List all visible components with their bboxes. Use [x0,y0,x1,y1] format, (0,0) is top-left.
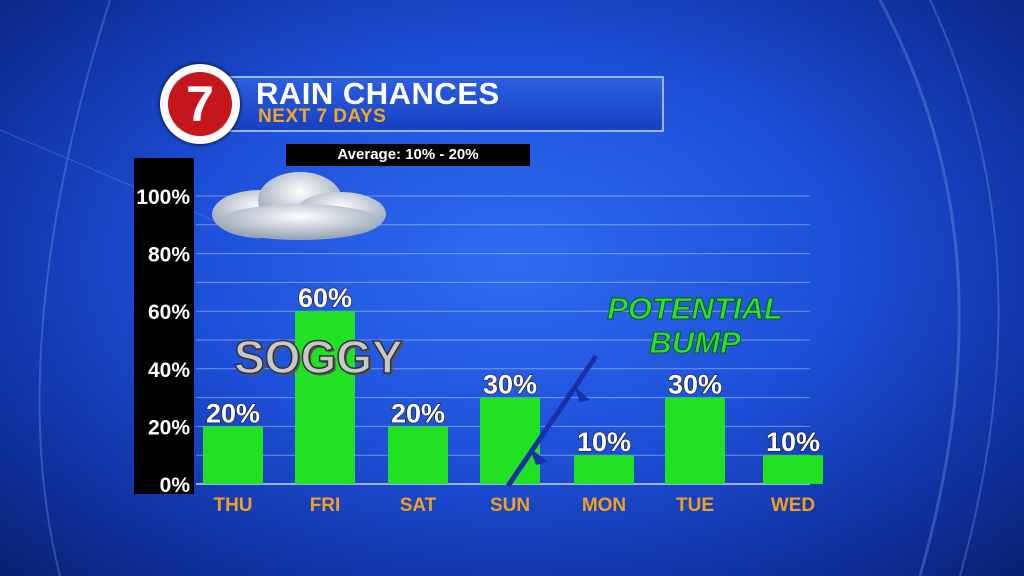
logo-seven-icon: 7 [168,72,232,136]
value-label: 30% [668,370,722,400]
title-banner [170,76,664,132]
bar-wed [763,455,823,484]
page-subtitle: NEXT 7 DAYS [258,106,387,127]
value-label: 20% [206,398,260,428]
value-label: 20% [391,398,445,428]
cold-front-icon [505,354,599,488]
y-tick-label: 20% [148,416,190,439]
soggy-annotation: SOGGY [233,330,403,384]
y-tick-label: 0% [160,474,191,497]
value-label: 10% [766,427,820,457]
day-label: SAT [400,495,437,516]
bar-fri [295,311,355,484]
day-label: SUN [490,495,530,516]
potential-bump-annotation: POTENTIAL BUMP [560,291,830,360]
bar-sun [480,397,540,484]
average-label: Average: 10% - 20% [286,144,530,166]
bar-sat [388,426,448,484]
y-tick-label: 80% [148,244,190,267]
day-label: THU [213,495,252,516]
y-tick-label: 40% [148,359,190,382]
y-tick-label: 100% [136,186,190,209]
potential-line2: BUMP [649,325,741,360]
day-label: FRI [310,495,341,516]
y-axis-panel [134,158,194,494]
day-label: WED [771,495,815,516]
value-label: 60% [298,283,352,313]
day-label: TUE [676,495,714,516]
day-label: MON [582,495,626,516]
bar-tue [665,397,725,484]
station-logo: 7 [160,64,240,144]
bar-mon [574,455,634,484]
potential-line1: POTENTIAL [607,291,784,326]
value-label: 30% [483,370,537,400]
page-title: RAIN CHANCES [256,76,500,111]
y-tick-label: 60% [148,301,190,324]
value-label: 10% [577,427,631,457]
rain-cloud-icon [212,172,386,240]
bar-thu [203,426,263,484]
